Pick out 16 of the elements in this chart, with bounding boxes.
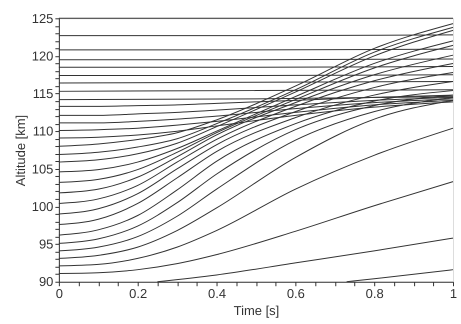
y-tick-label: 100 (32, 198, 54, 214)
y-tick-label: 105 (32, 161, 54, 176)
x-tick-label: 0.2 (129, 286, 148, 302)
x-tick-label: 0.6 (286, 286, 305, 302)
x-tick-label: 0 (56, 286, 63, 302)
x-tick-label: 1 (450, 286, 458, 302)
x-tick-label: 0.8 (366, 286, 384, 302)
y-tick-label: 125 (32, 10, 54, 26)
y-axis-title: Altitude [km] (12, 114, 28, 186)
x-tick-label: 0.4 (208, 286, 226, 302)
y-tick-label: 90 (38, 274, 54, 290)
x-axis-title: Time [s] (234, 303, 280, 318)
y-tick-label: 120 (32, 48, 54, 64)
y-tick-label: 115 (32, 86, 54, 102)
y-tick-label: 110 (32, 124, 54, 139)
y-tick-label: 95 (38, 236, 54, 252)
